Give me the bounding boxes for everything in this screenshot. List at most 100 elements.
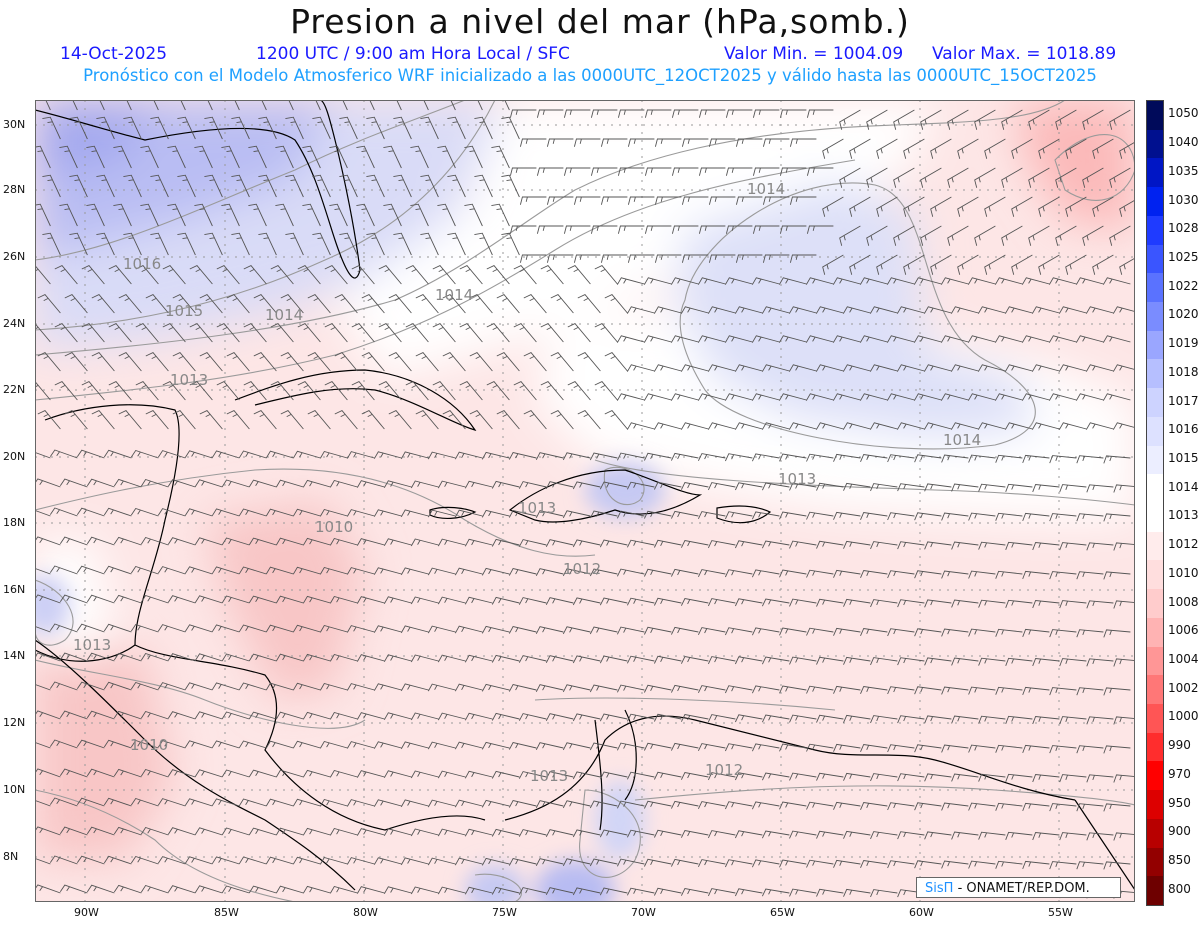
wind-barb: [396, 100, 402, 111]
wind-barb: [681, 196, 709, 205]
wind-barb: [896, 364, 925, 372]
wind-barb: [454, 741, 483, 750]
wind-barb: [599, 713, 628, 722]
wind-barb: [1119, 141, 1135, 159]
wind-barb: [248, 769, 277, 778]
wind-barb: [513, 381, 537, 401]
wind-barb: [697, 393, 726, 401]
wind-barb: [1112, 364, 1135, 372]
wind-barb: [761, 830, 790, 839]
wind-barb: [324, 381, 348, 401]
wind-barb: [427, 683, 456, 692]
wind-barb: [833, 859, 861, 868]
wind-barb: [491, 480, 520, 489]
wind-barb: [1059, 774, 1087, 783]
wind-barb: [1048, 393, 1077, 401]
wind-barb: [923, 364, 952, 372]
wind-barb: [724, 511, 753, 520]
wind-barb: [967, 277, 996, 285]
wind-barb: [762, 254, 790, 263]
wind-barb: [491, 828, 520, 837]
credit-box: SisΠ - ONAMET/REP.DOM.: [916, 877, 1121, 898]
wind-barb: [805, 393, 834, 401]
wind-barb: [680, 597, 709, 606]
wind-barb: [1032, 832, 1060, 841]
wind-barb: [167, 595, 196, 604]
wind-barb: [1031, 364, 1060, 372]
wind-barb: [275, 145, 294, 169]
colorbar-label: 1014: [1168, 479, 1199, 494]
wind-barb: [725, 225, 753, 234]
wind-barb: [654, 138, 682, 147]
wind-barb: [81, 265, 105, 285]
wind-barb: [941, 802, 969, 811]
wind-barb: [950, 364, 979, 372]
wind-barb: [546, 138, 574, 147]
wind-barb: [103, 739, 132, 749]
wind-barb: [76, 797, 105, 807]
wind-barb: [157, 856, 186, 865]
wind-barb: [378, 323, 402, 343]
wind-barb: [280, 294, 304, 314]
wind-barb: [76, 507, 105, 517]
wind-barb: [167, 145, 186, 169]
colorbar-label: 1019: [1168, 336, 1199, 351]
wind-barb: [724, 801, 753, 810]
wind-barb: [253, 294, 277, 314]
wind-barb: [204, 116, 223, 140]
wind-barb: [373, 625, 402, 633]
wind-barb: [184, 566, 213, 575]
wind-barb: [383, 538, 412, 547]
wind-barb: [950, 306, 979, 314]
wind-barb: [617, 167, 645, 176]
wind-barb: [329, 203, 348, 227]
wind-barb: [410, 712, 439, 721]
wind-barb: [464, 145, 483, 169]
wind-barb: [248, 479, 277, 488]
wind-barb: [724, 685, 753, 694]
wind-barb: [1113, 542, 1135, 551]
wind-barb: [562, 510, 591, 519]
wind-barb: [778, 393, 807, 401]
wind-barb: [734, 772, 763, 781]
wind-barb: [113, 536, 142, 546]
wind-barb: [681, 138, 709, 147]
wind-barb: [839, 167, 861, 188]
wind-barb: [427, 625, 456, 634]
colorbar-swatch: [1147, 818, 1163, 849]
wind-barb: [437, 886, 466, 895]
wind-barb: [346, 741, 375, 749]
wind-barb: [670, 510, 699, 519]
wind-barb: [734, 540, 763, 549]
wind-barb: [843, 540, 871, 549]
wind-barb: [1119, 257, 1135, 275]
wind-barb: [469, 352, 493, 372]
wind-barb: [968, 802, 996, 811]
wind-barb: [177, 116, 196, 140]
wind-barb: [947, 225, 969, 246]
wind-barb: [454, 683, 483, 692]
wind-barb: [671, 225, 699, 234]
wind-barb: [76, 449, 105, 459]
wind-barb: [211, 624, 240, 633]
wind-barb: [920, 225, 942, 246]
wind-barb: [302, 885, 331, 894]
wind-barb: [356, 480, 385, 488]
wind-barb: [816, 772, 844, 781]
wind-barb: [1113, 716, 1135, 725]
wind-barb: [302, 537, 331, 546]
wind-barb: [562, 684, 591, 693]
wind-barb: [454, 799, 483, 808]
wind-barb: [373, 509, 402, 517]
wind-barb: [761, 656, 790, 665]
colorbar-swatch: [1147, 732, 1163, 762]
wind-barb: [707, 772, 736, 781]
wind-barb: [481, 683, 510, 692]
contour-label: 1013: [518, 499, 556, 517]
wind-barb: [1082, 109, 1104, 130]
wind-barb: [35, 451, 51, 459]
wind-barb: [887, 860, 915, 869]
wind-barb: [420, 116, 439, 140]
wind-barb: [450, 100, 456, 111]
wind-barb: [974, 109, 996, 130]
